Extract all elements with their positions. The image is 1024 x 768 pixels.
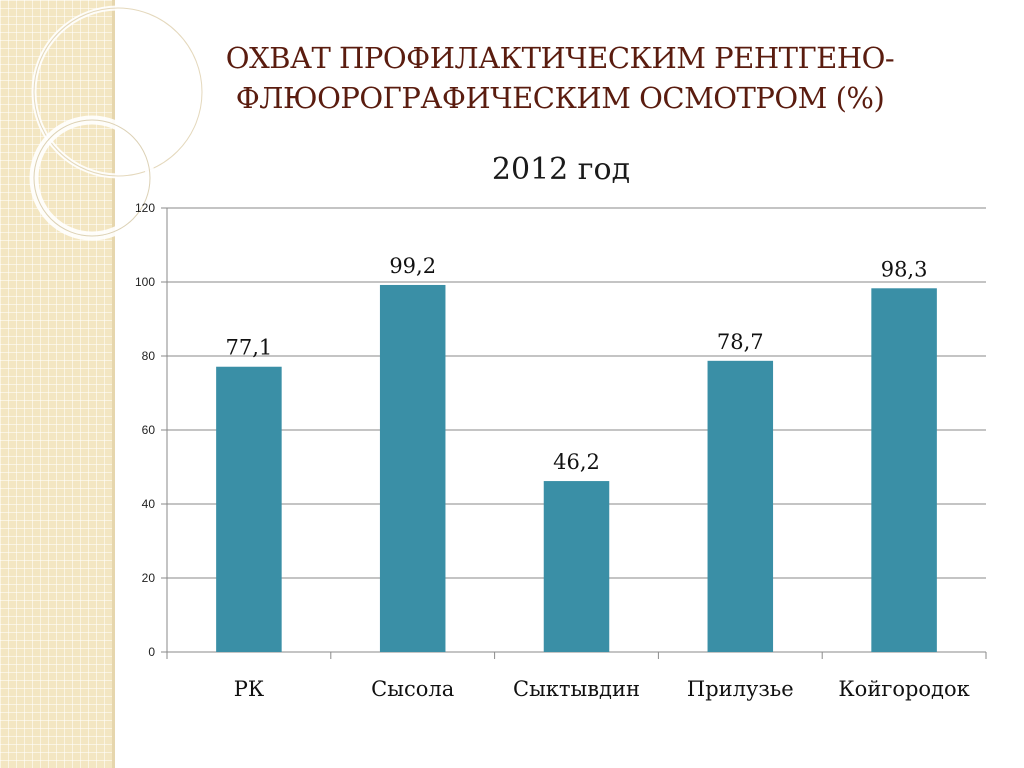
category-label: Прилузье (687, 677, 794, 701)
side-edge (112, 0, 115, 768)
y-tick-label: 20 (142, 571, 156, 585)
y-tick-label: 40 (142, 497, 156, 511)
y-tick-label: 0 (148, 645, 155, 659)
chart-title: 2012 год (492, 152, 630, 187)
y-tick-label: 120 (135, 201, 155, 215)
bar (379, 284, 446, 652)
bar (707, 360, 774, 652)
bar (216, 366, 282, 652)
axis-layer: 0 20 40 60 80 100 120 (135, 201, 987, 659)
label-layer: 77,1 РК 99,2 Сысола 46,2 Сыктывдин 78,7 Прилузь… (226, 254, 970, 701)
page-title: ОХВАТ ПРОФИЛАКТИЧЕСКИМ РЕНТГЕНО- ФЛЮОРОГ… (160, 38, 960, 118)
page-title-line-1: ОХВАТ ПРОФИЛАКТИЧЕСКИМ РЕНТГЕНО- (225, 41, 895, 75)
y-tick-label: 80 (142, 349, 156, 363)
data-label: 99,2 (389, 254, 436, 278)
y-tick-label: 60 (142, 423, 156, 437)
data-label: 78,7 (717, 330, 764, 354)
decorative-rings (29, 5, 205, 241)
deco-ring-large-edge (33, 7, 203, 177)
data-label: 98,3 (881, 257, 928, 281)
bar-layer (216, 284, 937, 652)
data-label: 77,1 (226, 336, 273, 360)
category-label: Сыктывдин (513, 677, 640, 701)
category-label: Койгородок (838, 677, 969, 701)
page-title-line-2: ФЛЮОРОГРАФИЧЕСКИМ ОСМОТРОМ (%) (235, 81, 885, 115)
deco-ring-small-edge (33, 119, 151, 237)
bar (871, 288, 937, 652)
bar (543, 481, 610, 652)
category-label: РК (234, 677, 264, 701)
category-label: Сысола (371, 677, 454, 701)
y-tick-label: 100 (135, 275, 155, 289)
data-label: 46,2 (553, 450, 600, 474)
